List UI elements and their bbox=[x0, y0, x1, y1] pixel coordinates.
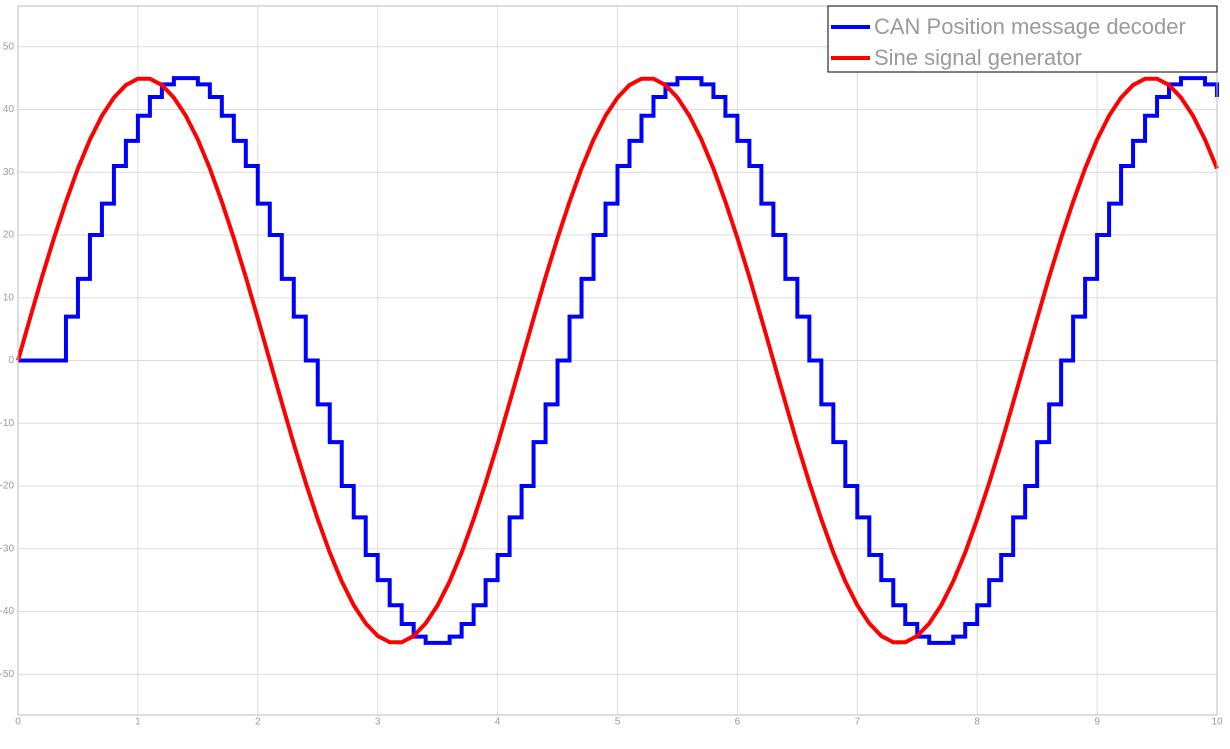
legend-label: Sine signal generator bbox=[874, 45, 1082, 70]
x-tick-label: 7 bbox=[855, 717, 861, 728]
series-line bbox=[18, 76, 1219, 645]
y-tick-label: 20 bbox=[3, 230, 15, 241]
y-tick-label: -30 bbox=[0, 543, 14, 554]
y-tick-label: 40 bbox=[3, 104, 15, 115]
y-tick-label: 50 bbox=[3, 41, 15, 52]
legend: CAN Position message decoder Sine signal … bbox=[827, 5, 1218, 73]
x-tick-label: 0 bbox=[15, 717, 21, 728]
y-tick-label: -10 bbox=[0, 418, 14, 429]
x-tick-label: 4 bbox=[495, 717, 501, 728]
x-tick-label: 1 bbox=[135, 717, 141, 728]
legend-box bbox=[827, 5, 1218, 73]
y-tick-label: -20 bbox=[0, 481, 14, 492]
y-tick-label: -50 bbox=[0, 669, 14, 680]
x-tick-label: 5 bbox=[615, 717, 621, 728]
lines bbox=[16, 76, 1219, 645]
series-line bbox=[16, 76, 1219, 645]
y-tick-label: -40 bbox=[0, 606, 14, 617]
legend-label: CAN Position message decoder bbox=[874, 14, 1186, 39]
x-tick-label: 9 bbox=[1094, 717, 1100, 728]
y-tick-label: 0 bbox=[8, 355, 14, 366]
grid: -50 -40 -30 -20 -10 0 10 20 30 40 50 0 1 2 3 4 5 6 7 8 9 10 bbox=[0, 6, 1223, 728]
y-tick-label: 30 bbox=[3, 167, 15, 178]
x-tick-label: 2 bbox=[255, 717, 261, 728]
x-tick-label: 6 bbox=[735, 717, 741, 728]
x-tick-label: 8 bbox=[974, 717, 980, 728]
y-tick-label: 10 bbox=[3, 292, 15, 303]
x-tick-label: 10 bbox=[1211, 717, 1223, 728]
x-tick-label: 3 bbox=[375, 717, 381, 728]
plot-frame bbox=[17, 5, 1218, 716]
